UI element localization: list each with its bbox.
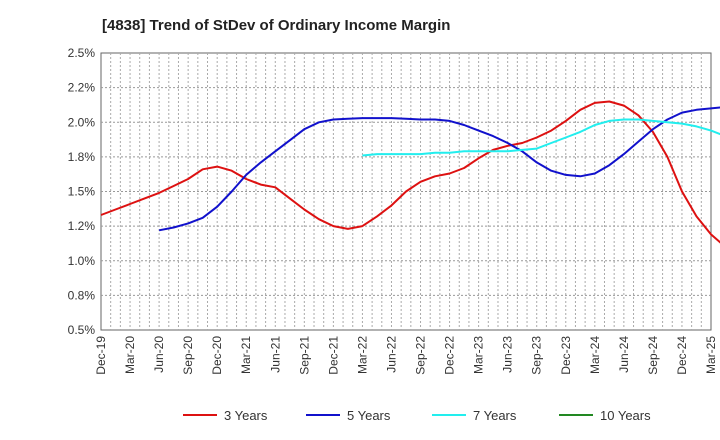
y-tick-label: 0.8% <box>68 288 96 302</box>
x-tick-label: Mar-20 <box>123 336 137 374</box>
x-tick-label: Jun-21 <box>268 336 282 373</box>
legend: 3 Years 5 Years 7 Years 10 Years <box>183 408 651 423</box>
series-line-3-years <box>100 100 720 244</box>
x-tick-label: Mar-25 <box>704 336 718 374</box>
series-line-5-years <box>158 106 720 232</box>
y-tick-label: 1.2% <box>68 219 96 233</box>
plot-area: 0.5% 0.8% 1.0% 1.2% 1.5% 1.8% 2.0% 2.2% 2.5% Dec-… <box>68 46 720 375</box>
series-line-7-years <box>362 118 720 157</box>
x-tick-label: Mar-22 <box>355 336 369 374</box>
x-tick-label: Jun-24 <box>617 336 631 373</box>
y-tick-label: 1.8% <box>68 150 96 164</box>
x-tick-label: Dec-20 <box>210 336 224 375</box>
y-tick-label: 2.2% <box>68 81 96 95</box>
y-tick-label: 2.0% <box>68 115 96 129</box>
legend-label: 5 Years <box>347 408 391 423</box>
chart-title: [4838] Trend of StDev of Ordinary Income… <box>102 17 450 34</box>
y-tick-label: 0.5% <box>68 323 96 337</box>
x-tick-label: Sep-21 <box>297 336 311 375</box>
x-tick-label: Dec-19 <box>94 336 108 375</box>
y-tick-label: 1.0% <box>68 254 96 268</box>
legend-label: 7 Years <box>473 408 517 423</box>
x-tick-label: Sep-22 <box>414 336 428 375</box>
x-tick-label: Mar-21 <box>239 336 253 374</box>
x-tick-label: Sep-24 <box>646 336 660 375</box>
y-tick-label: 2.5% <box>68 46 96 60</box>
x-tick-label: Jun-23 <box>501 336 515 373</box>
x-tick-label: Dec-24 <box>675 336 689 375</box>
x-tick-label: Sep-23 <box>530 336 544 375</box>
y-tick-label: 1.5% <box>68 185 96 199</box>
x-tick-label: Mar-23 <box>472 336 486 374</box>
legend-label: 10 Years <box>600 408 651 423</box>
x-tick-label: Sep-20 <box>181 336 195 375</box>
x-tick-label: Mar-24 <box>588 336 602 374</box>
x-tick-label: Jun-22 <box>384 336 398 373</box>
x-tick-label: Dec-22 <box>443 336 457 375</box>
x-tick-label: Jun-20 <box>152 336 166 373</box>
legend-label: 3 Years <box>224 408 268 423</box>
x-tick-label: Dec-23 <box>559 336 573 375</box>
x-tick-label: Dec-21 <box>326 336 340 375</box>
